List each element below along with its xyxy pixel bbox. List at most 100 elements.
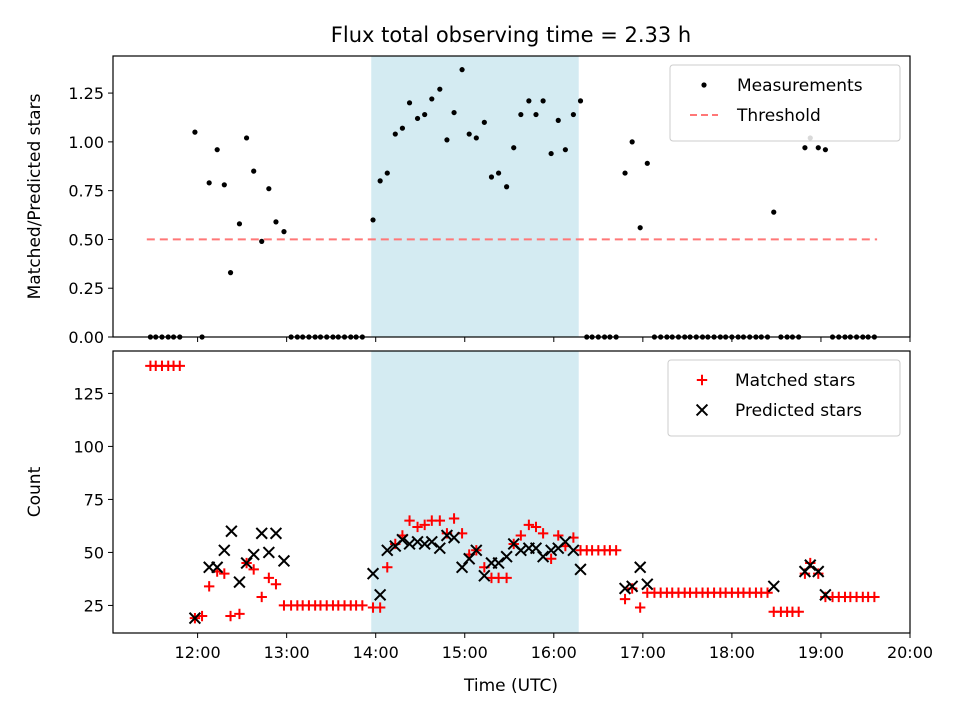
- data-point: [619, 593, 631, 605]
- data-point: [553, 530, 564, 541]
- data-point: [504, 184, 510, 190]
- data-point: [247, 548, 260, 561]
- data-point: [622, 170, 628, 176]
- legend-marker: [701, 82, 707, 88]
- data-point: [411, 535, 424, 548]
- data-point: [530, 521, 542, 533]
- data-point: [481, 119, 487, 125]
- plot-frame: [112, 55, 911, 338]
- legend-label: Threshold: [736, 106, 821, 126]
- data-point: [263, 572, 275, 584]
- legend: Measurements Threshold: [669, 64, 901, 142]
- data-point: [366, 567, 380, 580]
- y-tick-label: 75: [84, 490, 104, 509]
- data-point: [618, 582, 632, 595]
- highlight-span: [371, 351, 579, 633]
- chart-title: Flux total observing time = 2.33 h: [331, 23, 691, 47]
- data-point: [211, 561, 224, 574]
- data-point: [396, 533, 409, 546]
- data-point: [259, 238, 265, 244]
- x-axis-label: Time (UTC): [463, 676, 558, 696]
- data-point: [192, 129, 198, 135]
- data-point: [629, 139, 635, 145]
- y-tick-label: 25: [84, 596, 104, 615]
- legend-label: Measurements: [737, 76, 863, 96]
- data-point: [444, 137, 450, 143]
- data-point: [762, 587, 773, 598]
- x-tick-label: 17:00: [620, 643, 666, 662]
- data-point: [637, 225, 643, 231]
- data-point: [206, 180, 212, 186]
- data-point: [448, 513, 460, 524]
- data-point: [869, 591, 880, 603]
- data-point: [357, 600, 368, 611]
- highlight-span: [371, 56, 579, 337]
- data-point: [418, 537, 431, 551]
- data-point: [218, 544, 231, 557]
- data-point: [634, 602, 646, 613]
- data-point: [273, 219, 279, 225]
- data-point: [466, 131, 472, 137]
- data-point: [500, 550, 513, 563]
- data-point: [262, 546, 275, 559]
- data-point: [270, 579, 282, 590]
- x-tick-label: 14:00: [353, 643, 399, 662]
- data-point: [819, 588, 832, 601]
- data-point: [399, 125, 406, 131]
- data-point: [266, 186, 272, 192]
- data-point: [382, 562, 393, 573]
- data-point: [570, 111, 576, 118]
- data-point: [377, 178, 383, 184]
- data-point: [374, 602, 386, 613]
- data-point: [370, 217, 376, 223]
- series-predicted-stars: [188, 525, 832, 625]
- ratio-panel: 0.00 0.25 0.50 0.75 1.00 1.25 Matched/Predicte…: [25, 55, 911, 347]
- data-point: [626, 580, 639, 593]
- data-point: [188, 612, 202, 625]
- data-point: [767, 580, 780, 593]
- data-point: [425, 535, 438, 548]
- legend-label: Matched stars: [735, 371, 855, 391]
- data-point: [243, 135, 250, 141]
- legend: Matched stars Predicted stars: [667, 359, 901, 437]
- x-tick-label: 15:00: [442, 643, 488, 662]
- data-point: [236, 221, 243, 227]
- data-point: [545, 544, 558, 557]
- y-tick-label: 100: [73, 437, 104, 456]
- data-point: [256, 591, 267, 603]
- data-point: [412, 521, 423, 533]
- y-tick-label: 0.00: [68, 328, 104, 347]
- x-tick-label: 12:00: [175, 643, 221, 662]
- legend-marker: [696, 374, 708, 386]
- data-point: [555, 117, 561, 123]
- data-point: [404, 515, 415, 526]
- data-point: [488, 174, 495, 180]
- legend-label: Predicted stars: [735, 401, 862, 421]
- data-point: [406, 100, 413, 106]
- x-tick-label: 18:00: [709, 643, 755, 662]
- data-point: [822, 147, 829, 153]
- x-tick-label: 20:00: [887, 643, 933, 662]
- data-point: [221, 182, 227, 188]
- data-point: [414, 115, 421, 122]
- y-tick-label: 0.50: [68, 230, 104, 249]
- y-tick-label: 125: [73, 384, 104, 403]
- x-tick-label: 16:00: [531, 643, 577, 662]
- data-point: [422, 111, 428, 118]
- data-point: [771, 209, 777, 215]
- data-point: [548, 150, 554, 157]
- data-point: [634, 561, 647, 574]
- data-point: [429, 96, 435, 102]
- data-point: [277, 554, 291, 568]
- data-point: [577, 98, 584, 104]
- data-point: [225, 610, 236, 622]
- data-point: [447, 531, 461, 544]
- data-point: [473, 135, 479, 141]
- data-point: [793, 606, 804, 617]
- data-point: [227, 270, 234, 276]
- data-point: [537, 528, 549, 539]
- data-point: [804, 559, 817, 572]
- data-point: [574, 563, 587, 576]
- data-point: [392, 131, 398, 137]
